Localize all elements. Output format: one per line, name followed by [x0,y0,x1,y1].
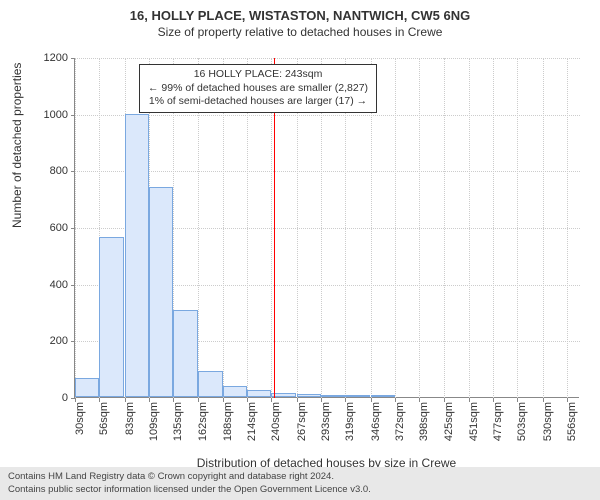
xtick-label: 319sqm [344,402,356,452]
annotation-line-1: 16 HOLLY PLACE: 243sqm [148,68,368,82]
histogram-bar [223,386,247,397]
xtick-label: 135sqm [172,402,184,452]
footer-line-2: Contains public sector information licen… [8,484,592,496]
xtick-label: 109sqm [148,402,160,452]
ytick-label: 1200 [0,52,68,64]
gridline-v [469,58,470,398]
footer-attribution: Contains HM Land Registry data © Crown c… [0,467,600,500]
annotation-line-3: 1% of semi-detached houses are larger (1… [148,95,368,109]
ytick-label: 800 [0,165,68,177]
xtick-label: 214sqm [246,402,258,452]
histogram-bar [297,394,321,397]
xtick-label: 477sqm [492,402,504,452]
gridline-v [444,58,445,398]
xtick-label: 56sqm [98,402,110,452]
gridline-v [517,58,518,398]
chart-subtitle: Size of property relative to detached ho… [0,23,600,43]
xtick-label: 530sqm [542,402,554,452]
histogram-bar [125,114,149,397]
footer-line-1: Contains HM Land Registry data © Crown c… [8,471,592,483]
histogram-bar [371,395,395,397]
xtick-label: 240sqm [270,402,282,452]
ytick-label: 1000 [0,109,68,121]
ytick-label: 0 [0,392,68,404]
histogram-bar [75,378,99,397]
gridline-h [75,171,580,172]
plot-surface: 16 HOLLY PLACE: 243sqm ← 99% of detached… [74,58,579,398]
xtick-label: 30sqm [74,402,86,452]
annotation-line-2: ← 99% of detached houses are smaller (2,… [148,82,368,96]
xtick-label: 451sqm [468,402,480,452]
ytick-label: 400 [0,279,68,291]
gridline-h [75,115,580,116]
xtick-label: 162sqm [197,402,209,452]
ytick-label: 600 [0,222,68,234]
histogram-bar [321,395,345,397]
xtick-label: 425sqm [443,402,455,452]
xtick-label: 372sqm [394,402,406,452]
histogram-bar [173,310,197,397]
histogram-bar [345,395,369,397]
gridline-v [567,58,568,398]
xtick-label: 556sqm [566,402,578,452]
chart-container: 16, HOLLY PLACE, WISTASTON, NANTWICH, CW… [0,0,600,500]
gridline-h [75,58,580,59]
gridline-v [395,58,396,398]
histogram-bar [99,237,123,397]
histogram-bar [247,390,271,397]
xtick-label: 83sqm [124,402,136,452]
chart-title: 16, HOLLY PLACE, WISTASTON, NANTWICH, CW… [0,0,600,23]
gridline-v [493,58,494,398]
histogram-bar [198,371,222,397]
plot-area: 16 HOLLY PLACE: 243sqm ← 99% of detached… [74,58,579,398]
y-axis-label: Number of detached properties [10,63,24,228]
annotation-box: 16 HOLLY PLACE: 243sqm ← 99% of detached… [139,64,377,113]
xtick-label: 398sqm [418,402,430,452]
xtick-label: 267sqm [296,402,308,452]
ytick-label: 200 [0,335,68,347]
gridline-v [419,58,420,398]
histogram-bar [149,187,173,397]
xtick-label: 188sqm [222,402,234,452]
gridline-v [75,58,76,398]
xtick-label: 503sqm [516,402,528,452]
xtick-label: 293sqm [320,402,332,452]
xtick-label: 346sqm [370,402,382,452]
gridline-v [543,58,544,398]
